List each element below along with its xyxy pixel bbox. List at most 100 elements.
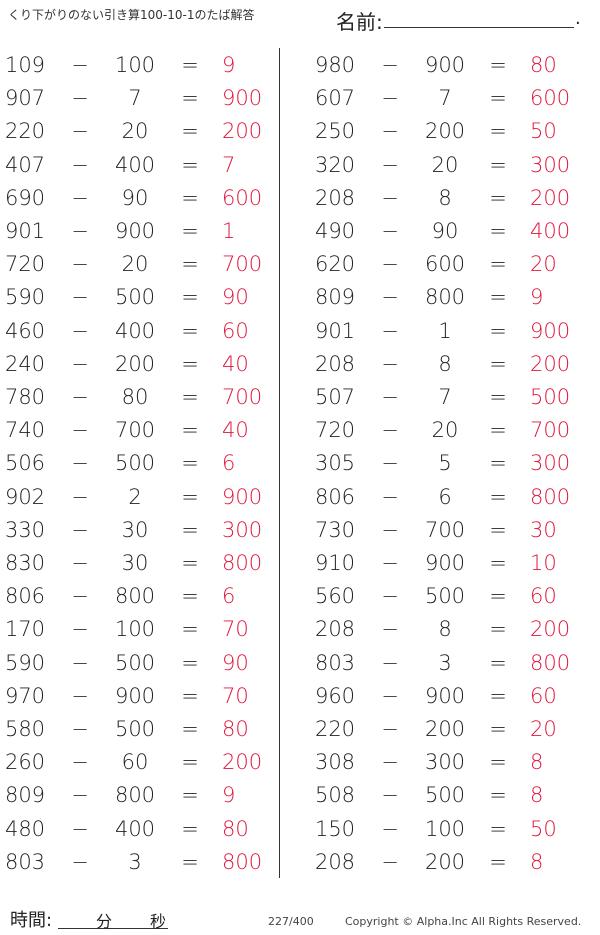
answer: 700 (530, 418, 571, 443)
answer: 400 (530, 219, 571, 243)
operator: − (71, 418, 89, 443)
subtrahend: 500 (424, 783, 466, 808)
equals: = (181, 285, 199, 310)
equals: = (181, 53, 199, 77)
equals: = (181, 418, 199, 443)
operator: − (381, 783, 399, 808)
equals: = (489, 484, 507, 509)
minuend: 507 (314, 385, 356, 409)
minuend: 740 (4, 418, 46, 443)
operator: − (71, 750, 89, 775)
operator: − (381, 86, 399, 111)
minuend: 960 (314, 683, 356, 708)
equals: = (489, 783, 507, 808)
subtrahend: 400 (114, 152, 156, 177)
minuend: 308 (314, 750, 356, 775)
answer: 200 (222, 119, 263, 144)
minuend: 806 (314, 484, 356, 509)
answer: 6 (222, 584, 236, 609)
operator: − (71, 816, 89, 841)
minuend: 208 (314, 185, 356, 210)
equals: = (181, 119, 199, 144)
minuend: 260 (4, 750, 46, 775)
subtrahend: 20 (431, 418, 459, 443)
equals: = (181, 816, 199, 841)
operator: − (381, 185, 399, 210)
answer: 80 (530, 53, 557, 77)
operator: − (71, 53, 89, 77)
answer: 30 (530, 517, 557, 542)
answer: 700 (222, 385, 263, 409)
answer: 500 (530, 385, 571, 409)
subtrahend: 90 (431, 219, 459, 243)
operator: − (71, 451, 89, 476)
minuend: 250 (314, 119, 356, 144)
operator: − (381, 617, 399, 642)
equals: = (489, 185, 507, 210)
minuend: 730 (314, 517, 356, 542)
subtrahend: 300 (424, 750, 466, 775)
subtrahend: 800 (114, 783, 156, 808)
answer: 60 (222, 318, 249, 343)
answer: 80 (222, 816, 249, 841)
minuend: 506 (4, 451, 46, 476)
equals: = (489, 152, 507, 177)
operator: − (381, 318, 399, 343)
subtrahend: 7 (128, 86, 142, 111)
minuend: 407 (4, 152, 46, 177)
answer: 80 (222, 717, 249, 741)
answer: 300 (530, 152, 571, 177)
equals: = (489, 683, 507, 708)
operator: − (71, 517, 89, 542)
equals: = (181, 86, 199, 111)
subtrahend: 20 (431, 152, 459, 177)
subtrahend: 7 (438, 385, 452, 409)
equals: = (489, 119, 507, 144)
minuend: 208 (314, 849, 356, 874)
subtrahend: 900 (114, 683, 156, 708)
operator: − (381, 484, 399, 509)
minuend: 806 (4, 584, 46, 609)
answer: 900 (222, 484, 263, 509)
equals: = (181, 351, 199, 376)
equals: = (489, 252, 507, 277)
minuend: 901 (314, 318, 356, 343)
operator: − (381, 219, 399, 243)
operator: − (71, 385, 89, 409)
subtrahend: 200 (424, 849, 466, 874)
minuend: 490 (314, 219, 356, 243)
answer: 700 (222, 252, 263, 277)
answer: 800 (530, 650, 571, 675)
operator: − (381, 351, 399, 376)
minuend: 830 (4, 551, 46, 575)
subtrahend: 20 (121, 119, 149, 144)
equals: = (489, 86, 507, 111)
operator: − (71, 683, 89, 708)
subtrahend: 60 (121, 750, 149, 775)
answer: 600 (222, 185, 263, 210)
equals: = (181, 551, 199, 575)
minuend: 580 (4, 717, 46, 741)
answer: 600 (530, 86, 571, 111)
equals: = (181, 683, 199, 708)
operator: − (381, 451, 399, 476)
operator: − (71, 185, 89, 210)
operator: − (381, 119, 399, 144)
minuend: 809 (314, 285, 356, 310)
answer: 40 (222, 418, 249, 443)
copyright: Copyright © Alpha.Inc All Rights Reserve… (345, 915, 582, 928)
subtrahend: 500 (424, 584, 466, 609)
answer: 70 (222, 683, 249, 708)
minuend: 220 (4, 119, 46, 144)
minuend: 109 (4, 53, 46, 77)
equals: = (181, 783, 199, 808)
subtrahend: 80 (121, 385, 149, 409)
subtrahend: 400 (114, 318, 156, 343)
answer: 9 (222, 53, 236, 77)
operator: − (381, 650, 399, 675)
answer: 9 (530, 285, 544, 310)
answer: 200 (530, 617, 571, 642)
answer: 8 (530, 783, 544, 808)
minuend: 240 (4, 351, 46, 376)
minuend: 508 (314, 783, 356, 808)
